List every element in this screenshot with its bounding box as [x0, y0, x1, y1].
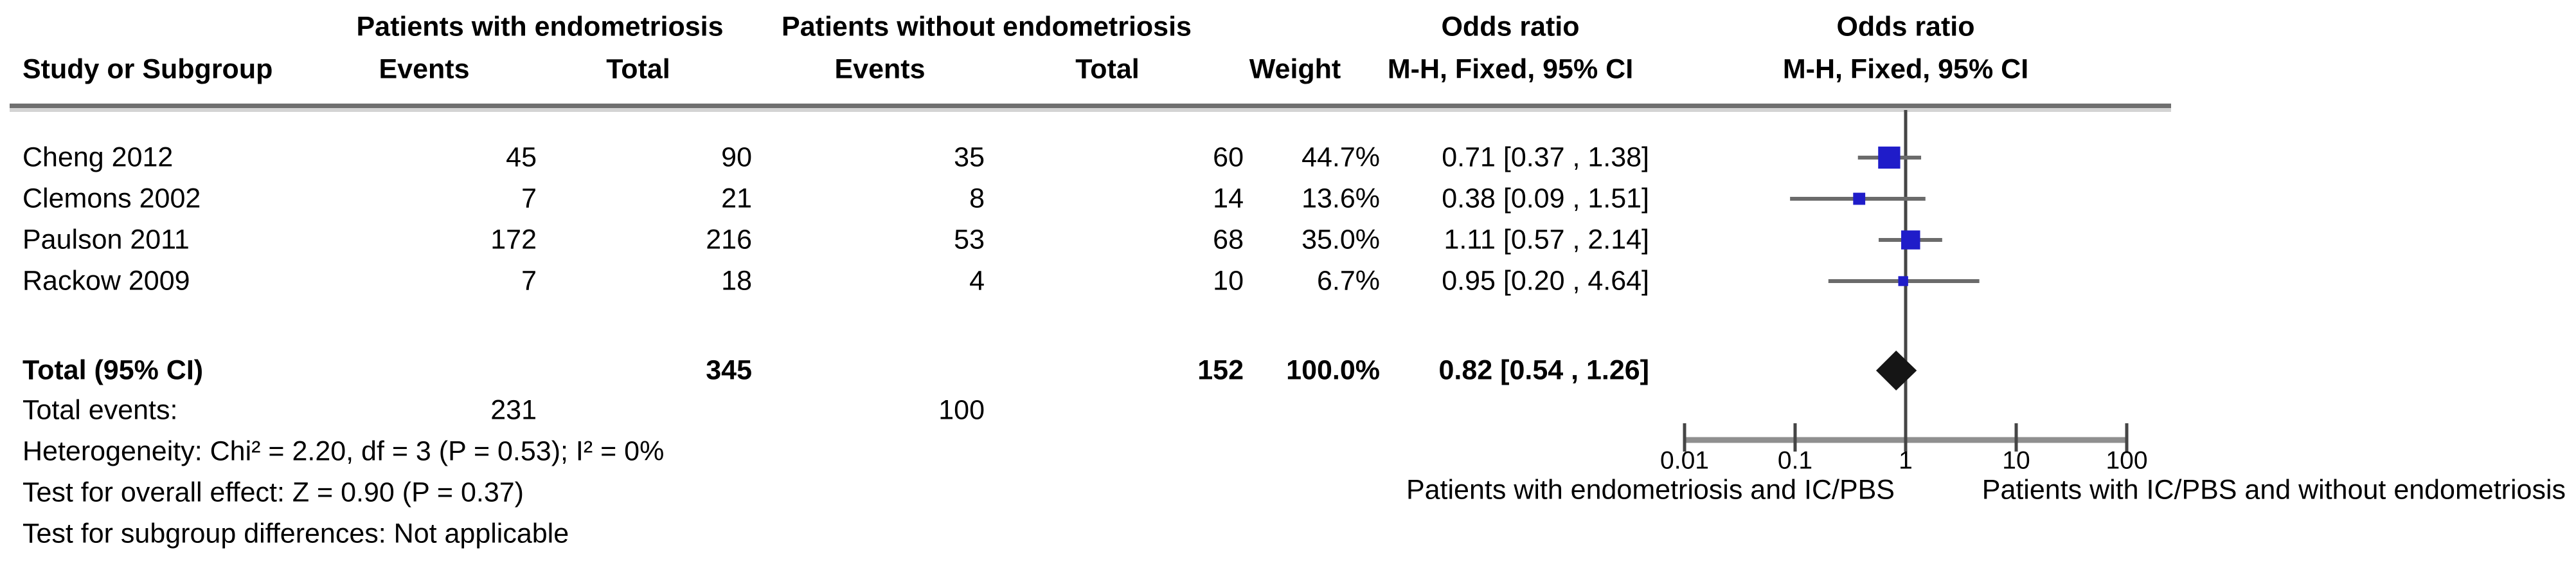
col-header-total-without: Total	[1075, 53, 1140, 85]
total-row-label: Total (95% CI)	[22, 354, 204, 386]
events-with-value: 172	[490, 224, 537, 255]
col-header-odds-ratio-text: Odds ratio	[1441, 11, 1580, 42]
study-name: Cheng 2012	[22, 142, 174, 173]
axis-caption-left: Patients with endometriosis and IC/PBS	[1406, 474, 1895, 506]
axis-tick-label: 0.1	[1777, 446, 1813, 475]
study-name: Clemons 2002	[22, 183, 201, 214]
axis-tick-label: 0.01	[1660, 446, 1709, 475]
subgroup-differences-note: Test for subgroup differences: Not appli…	[22, 518, 569, 549]
header-rule-shadow	[10, 108, 2171, 112]
axis-caption-right: Patients with IC/PBS and without endomet…	[1981, 474, 2566, 506]
total-without-value: 152	[1197, 354, 1244, 386]
or-marker-square	[1878, 146, 1901, 169]
total-without-value: 68	[1213, 224, 1244, 255]
or-marker-square	[1898, 276, 1908, 286]
events-without-value: 53	[954, 224, 985, 255]
or-marker-square	[1901, 230, 1920, 250]
axis-tick-label: 100	[2106, 446, 2148, 475]
summary-diamond	[1875, 351, 1917, 390]
group-header-without-endo: Patients without endometriosis	[782, 11, 1192, 42]
ci-text-value: 0.95 [0.20 , 4.64]	[1442, 265, 1649, 297]
total-without-value: 60	[1213, 142, 1244, 173]
events-with-value: 45	[506, 142, 537, 173]
or-marker-square	[1853, 192, 1866, 205]
total-without-value: 10	[1213, 265, 1244, 297]
events-with-value: 7	[521, 265, 537, 297]
group-header-with-endo: Patients with endometriosis	[356, 11, 724, 42]
header-rule	[10, 104, 2171, 108]
overall-effect-note: Test for overall effect: Z = 0.90 (P = 0…	[22, 477, 524, 508]
col-header-total-with: Total	[606, 53, 670, 85]
weight-value: 6.7%	[1316, 265, 1380, 297]
events-without-value: 4	[969, 265, 985, 297]
events-without-value: 8	[969, 183, 985, 214]
axis-tick-label: 1	[1899, 446, 1913, 475]
total-events-with: 231	[490, 394, 537, 426]
col-header-mh-fixed-plot: M-H, Fixed, 95% CI	[1782, 53, 2029, 85]
study-name: Paulson 2011	[22, 224, 190, 255]
axis-tick-label: 10	[2002, 446, 2030, 475]
col-header-mh-fixed-text: M-H, Fixed, 95% CI	[1387, 53, 1634, 85]
total-ci-text: 0.82 [0.54 , 1.26]	[1438, 354, 1650, 386]
ci-text-value: 1.11 [0.57 , 2.14]	[1444, 224, 1649, 255]
ci-text-value: 0.71 [0.37 , 1.38]	[1442, 142, 1649, 173]
col-header-study: Study or Subgroup	[22, 53, 273, 85]
weight-value: 35.0%	[1301, 224, 1380, 255]
total-with-value: 216	[706, 224, 752, 255]
col-header-weight: Weight	[1249, 53, 1341, 85]
events-with-value: 7	[521, 183, 537, 214]
col-header-odds-ratio-plot: Odds ratio	[1836, 11, 1975, 42]
ci-text-value: 0.38 [0.09 , 1.51]	[1442, 183, 1649, 214]
total-with-value: 90	[721, 142, 752, 173]
col-header-events-with: Events	[379, 53, 470, 85]
total-with-value: 345	[706, 354, 752, 386]
total-without-value: 14	[1213, 183, 1244, 214]
heterogeneity-note: Heterogeneity: Chi² = 2.20, df = 3 (P = …	[22, 435, 665, 467]
weight-value: 13.6%	[1301, 183, 1380, 214]
col-header-events-without: Events	[834, 53, 926, 85]
study-name: Rackow 2009	[22, 265, 190, 297]
total-with-value: 21	[721, 183, 752, 214]
total-with-value: 18	[721, 265, 752, 297]
total-events-label: Total events:	[22, 394, 178, 426]
total-weight-value: 100.0%	[1286, 354, 1380, 386]
total-events-without: 100	[938, 394, 985, 426]
weight-value: 44.7%	[1301, 142, 1380, 173]
events-without-value: 35	[954, 142, 985, 173]
